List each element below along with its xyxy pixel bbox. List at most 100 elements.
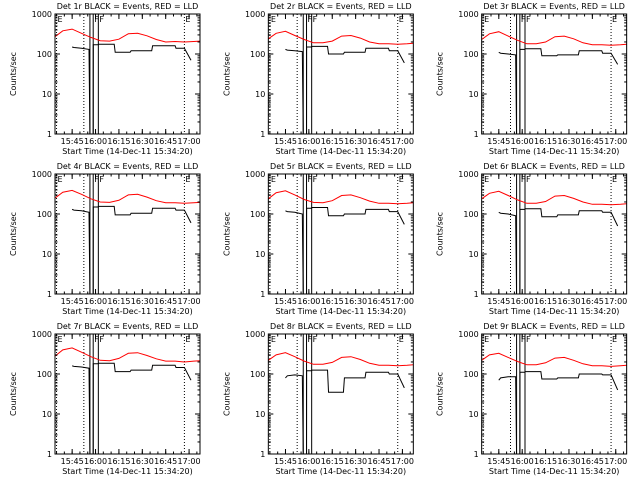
- marker-label: F: [308, 335, 313, 344]
- marker-label: F: [521, 15, 526, 24]
- plot-frame: [54, 333, 201, 455]
- series-line-events: [498, 371, 619, 455]
- x-tick-label: 16:45: [581, 137, 604, 146]
- x-tick-label: 15:45: [274, 297, 297, 306]
- x-tick-label: 17:00: [391, 137, 414, 146]
- x-tick-label: 16:45: [581, 297, 604, 306]
- y-tick-label: 1000: [458, 10, 478, 19]
- marker-label: E: [612, 335, 617, 344]
- x-tick-label: 16:30: [344, 297, 367, 306]
- marker-label: E: [185, 15, 190, 24]
- y-tick-label: 100: [250, 210, 265, 219]
- x-tick-label: 16:00: [84, 297, 107, 306]
- y-tick-label: 1: [260, 450, 265, 459]
- y-tick-label: 1: [47, 450, 52, 459]
- y-axis-label: Counts/sec: [222, 212, 231, 256]
- plot-frame: [54, 173, 201, 295]
- x-tick-label: 16:15: [107, 297, 130, 306]
- series-line-events: [285, 207, 405, 295]
- y-tick-label: 1: [474, 290, 479, 299]
- chart-title: Det 5r BLACK = Events, RED = LLD: [270, 162, 412, 171]
- marker-label: F: [308, 15, 313, 24]
- y-tick-label: 10: [468, 250, 478, 259]
- marker-label: F: [313, 15, 318, 24]
- series-line-lld: [54, 189, 201, 204]
- x-tick-label: 17:00: [604, 297, 627, 306]
- y-tick-label: 1000: [458, 330, 478, 339]
- series-line-lld: [54, 28, 201, 43]
- x-tick-label: 17:00: [178, 457, 201, 466]
- marker-label: E: [58, 175, 63, 184]
- x-tick-label: 17:00: [178, 297, 201, 306]
- marker-label: F: [99, 335, 104, 344]
- y-tick-label: 1: [474, 450, 479, 459]
- y-axis-label: Counts/sec: [9, 212, 18, 256]
- chart-title: Det 7r BLACK = Events, RED = LLD: [57, 322, 199, 331]
- x-axis-label: Start Time (14-Dec-11 15:34:20): [62, 147, 193, 156]
- y-tick-label: 10: [42, 410, 52, 419]
- chart-panel: Det 2r BLACK = Events, RED = LLD E F F E 1 10 1…: [222, 2, 414, 156]
- marker-label: E: [612, 175, 617, 184]
- x-tick-label: 16:30: [344, 137, 367, 146]
- marker-label: F: [526, 175, 531, 184]
- series-line-lld: [481, 190, 627, 206]
- x-axis-label: Start Time (14-Dec-11 15:34:20): [276, 147, 407, 156]
- x-tick-label: 16:30: [557, 457, 580, 466]
- x-tick-label: 16:15: [107, 457, 130, 466]
- chart-panel: Det 4r BLACK = Events, RED = LLD E F F E 1 10 1…: [9, 162, 201, 316]
- y-tick-label: 1000: [245, 170, 265, 179]
- marker-label: F: [521, 175, 526, 184]
- x-axis-label: Start Time (14-Dec-11 15:34:20): [62, 307, 193, 316]
- plot-frame: [267, 333, 414, 455]
- marker-label: E: [271, 15, 276, 24]
- marker-label: E: [185, 335, 190, 344]
- marker-label: E: [185, 175, 190, 184]
- chart-panel: Det 3r BLACK = Events, RED = LLD E F F E 1 10 1…: [436, 2, 628, 156]
- y-tick-label: 10: [255, 410, 265, 419]
- x-tick-label: 16:45: [154, 137, 177, 146]
- series-line-events: [71, 205, 192, 295]
- x-tick-label: 16:15: [321, 297, 344, 306]
- x-tick-label: 17:00: [604, 457, 627, 466]
- x-tick-label: 16:15: [321, 457, 344, 466]
- x-tick-label: 16:15: [321, 137, 344, 146]
- x-tick-label: 16:45: [154, 297, 177, 306]
- x-tick-label: 16:45: [367, 457, 390, 466]
- x-tick-label: 15:45: [274, 457, 297, 466]
- chart-panel: Det 1r BLACK = Events, RED = LLD E F F E 1 10 1…: [9, 2, 201, 156]
- y-axis-label: Counts/sec: [222, 372, 231, 416]
- y-tick-label: 10: [468, 410, 478, 419]
- chart-title: Det 1r BLACK = Events, RED = LLD: [57, 2, 199, 11]
- x-tick-label: 16:15: [107, 137, 130, 146]
- chart-title: Det 3r BLACK = Events, RED = LLD: [483, 2, 625, 11]
- series-line-events: [285, 45, 405, 135]
- x-axis-label: Start Time (14-Dec-11 15:34:20): [489, 467, 620, 476]
- x-tick-label: 16:15: [534, 137, 557, 146]
- plot-frame: [267, 13, 414, 135]
- chart-panel: Det 9r BLACK = Events, RED = LLD E F F E 1 10 1…: [436, 322, 628, 476]
- y-tick-label: 1000: [245, 330, 265, 339]
- marker-label: F: [313, 335, 318, 344]
- series-line-events: [285, 369, 405, 455]
- x-tick-label: 16:00: [511, 297, 534, 306]
- y-tick-label: 1000: [32, 170, 52, 179]
- marker-label: F: [308, 175, 313, 184]
- marker-label: E: [399, 15, 404, 24]
- y-tick-label: 1: [47, 130, 52, 139]
- x-tick-label: 15:45: [487, 137, 510, 146]
- x-tick-label: 17:00: [391, 457, 414, 466]
- y-tick-label: 1: [474, 130, 479, 139]
- series-line-events: [71, 362, 192, 455]
- x-tick-label: 16:00: [511, 137, 534, 146]
- x-tick-label: 16:30: [131, 297, 154, 306]
- x-tick-label: 17:00: [391, 297, 414, 306]
- plot-frame: [54, 13, 201, 135]
- y-axis-label: Counts/sec: [436, 52, 445, 96]
- series-line-events: [498, 48, 619, 135]
- x-tick-label: 15:45: [274, 137, 297, 146]
- x-tick-label: 16:30: [131, 137, 154, 146]
- y-tick-label: 1000: [32, 330, 52, 339]
- y-tick-label: 100: [37, 50, 52, 59]
- chart-title: Det 6r BLACK = Events, RED = LLD: [483, 162, 625, 171]
